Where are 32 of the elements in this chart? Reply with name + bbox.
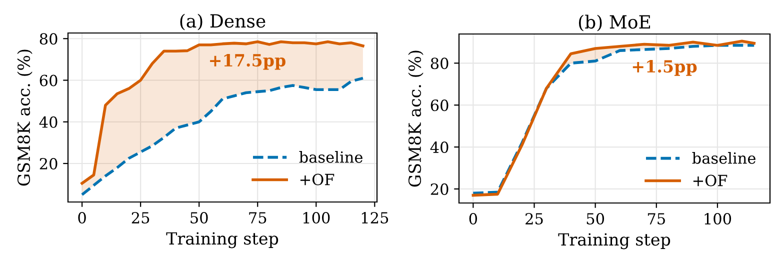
x-tick-label: 125 (362, 212, 388, 224)
y-tick-label: 20 (430, 183, 448, 195)
y-axis-title: GSM8K acc. (%) (408, 50, 424, 187)
line-series (80, 76, 364, 196)
x-axis-title: Training step (558, 233, 670, 250)
y-axis-title: GSM8K acc. (%) (17, 50, 32, 186)
x-tick-label: 100 (704, 212, 732, 225)
chart-title: (b) MoE (578, 14, 650, 32)
y-tick-label: 60 (40, 74, 58, 86)
legend-label: baseline (299, 151, 362, 163)
x-tick-label: 50 (586, 212, 604, 225)
x-tick-label: 25 (526, 212, 543, 225)
x-tick-label: 50 (190, 212, 208, 224)
y-tick-label: 40 (39, 116, 58, 128)
y-tick-label: 40 (430, 141, 448, 154)
y-tick-label: 60 (430, 100, 448, 112)
annotation: +1.5pp (632, 60, 697, 76)
x-tick-label: 0 (469, 212, 478, 225)
x-axis-title: Training step (166, 232, 278, 248)
legend-label: baseline (692, 152, 756, 164)
legend-label: +OF (300, 174, 334, 186)
x-tick-label: 75 (249, 212, 266, 224)
y-tick-label: 80 (40, 33, 58, 45)
y-tick-label: 20 (40, 158, 58, 170)
y-tick-label: 80 (430, 58, 448, 70)
x-tick-label: 75 (648, 213, 665, 225)
chart-title: (a) Dense (180, 14, 266, 30)
x-tick-label: 25 (132, 212, 150, 224)
x-tick-label: 100 (303, 212, 330, 224)
x-tick-label: 0 (78, 212, 86, 224)
legend-label: +OF (693, 174, 728, 186)
annotation: +17.5pp (210, 54, 286, 70)
